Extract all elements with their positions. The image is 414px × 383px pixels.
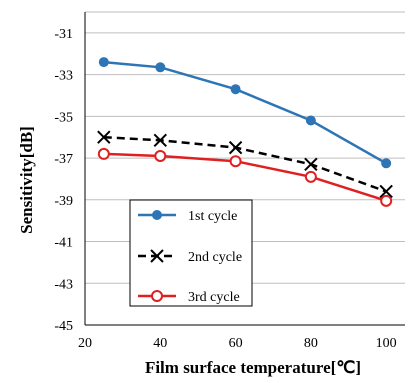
- legend-marker-3rd-cycle: [151, 290, 163, 302]
- y-tick-label: -45: [54, 319, 73, 334]
- data-point: [381, 158, 392, 169]
- x-tick-label: 60: [229, 336, 243, 351]
- data-point: [97, 147, 110, 160]
- y-tick-label: -43: [54, 277, 73, 292]
- data-point: [228, 140, 243, 155]
- legend-label-2nd-cycle: 2nd cycle: [188, 250, 242, 265]
- series-line-3: [103, 152, 387, 202]
- data-point: [229, 155, 242, 168]
- legend-label-3rd-cycle: 3rd cycle: [188, 290, 240, 305]
- x-tick-label: 40: [153, 336, 167, 351]
- x-tick-label: 100: [376, 336, 397, 351]
- data-point: [305, 115, 316, 126]
- data-point: [304, 170, 317, 183]
- legend-marker-1st-cycle: [152, 210, 162, 220]
- data-point: [379, 184, 393, 199]
- data-point: [153, 133, 168, 148]
- y-tick-label: -31: [54, 27, 73, 42]
- data-point: [154, 149, 167, 162]
- data-point: [97, 130, 111, 144]
- series-lines: [97, 57, 393, 207]
- data-point: [98, 57, 109, 68]
- data-point: [155, 62, 166, 73]
- x-tick-label: 20: [78, 336, 92, 351]
- legend-item-3rd-cycle: 3rd cycle: [138, 290, 240, 305]
- y-axis-title: Sensitivity[dB]: [17, 126, 36, 234]
- y-tick-label: -39: [54, 194, 73, 209]
- data-point: [304, 157, 318, 172]
- legend: 1st cycle 2nd cycle 3rd cycle: [129, 199, 253, 307]
- legend-marker-2nd-cycle: [150, 249, 164, 263]
- x-tick-label: 80: [304, 336, 318, 351]
- legend-item-2nd-cycle: 2nd cycle: [138, 249, 242, 265]
- legend-label-1st-cycle: 1st cycle: [188, 209, 237, 224]
- axes: -31 -33 -35 -37 -39 -41 -43 -45 20 40 60 80 100: [54, 12, 405, 351]
- y-tick-label: -35: [54, 110, 73, 125]
- data-point: [230, 84, 241, 95]
- y-tick-label: -41: [54, 236, 73, 251]
- series-line-1: [103, 60, 387, 165]
- y-tick-label: -33: [54, 69, 73, 84]
- legend-box: [129, 199, 253, 307]
- y-tick-label: -37: [54, 152, 73, 167]
- x-axis-title: Film surface temperature[℃]: [145, 358, 361, 377]
- data-point: [380, 194, 393, 207]
- legend-item-1st-cycle: 1st cycle: [138, 209, 237, 224]
